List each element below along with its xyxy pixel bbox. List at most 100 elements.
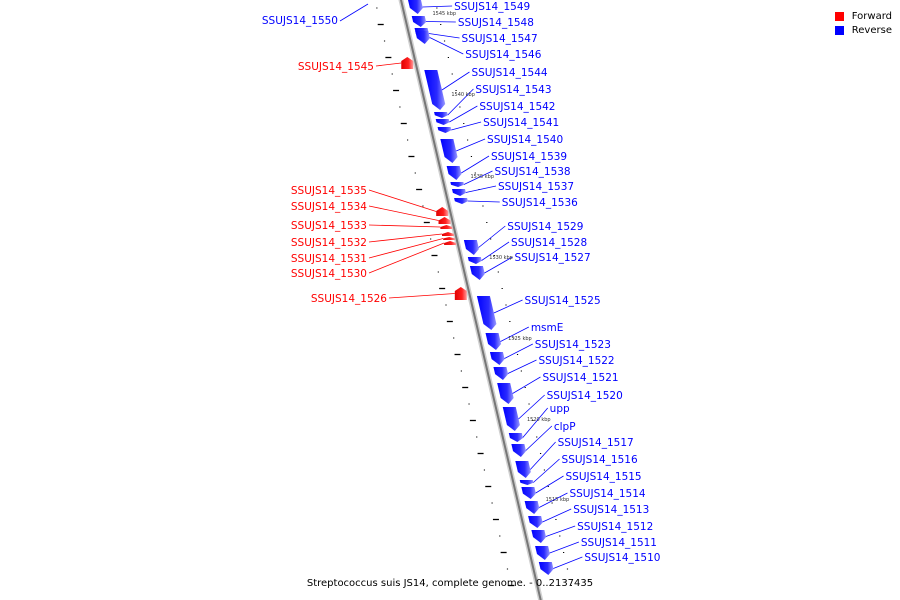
reverse-gene-leader xyxy=(553,556,583,569)
reverse-gene-leader xyxy=(461,155,490,174)
forward-gene-block xyxy=(444,241,457,245)
reverse-gene-block xyxy=(437,127,452,133)
forward-gene-label: SSUJS14_1526 xyxy=(311,293,387,305)
reverse-gene-label: SSUJS14_1520 xyxy=(547,390,623,402)
position-tick-label: 1520 kbp xyxy=(527,417,551,423)
forward-gene-block xyxy=(438,217,451,224)
reverse-gene-label: SSUJS14_1550 xyxy=(262,15,338,27)
reverse-gene-label: SSUJS14_1525 xyxy=(525,295,601,307)
forward-gene-leader xyxy=(368,205,439,221)
reverse-gene-block xyxy=(511,444,527,457)
reverse-gene-block xyxy=(411,16,427,27)
forward-gene-label: SSUJS14_1531 xyxy=(291,253,367,265)
legend-reverse: Reverse xyxy=(834,23,892,37)
reverse-gene-leader xyxy=(465,185,497,193)
reverse-gene-leader xyxy=(493,299,523,314)
forward-gene-block xyxy=(443,237,456,240)
reverse-gene-label: SSUJS14_1512 xyxy=(577,521,653,533)
reverse-gene-label: SSUJS14_1537 xyxy=(498,181,574,193)
reverse-gene-block xyxy=(435,119,450,125)
reverse-gene-block xyxy=(454,198,468,204)
reverse-gene-block xyxy=(463,240,479,255)
reverse-gene-leader xyxy=(422,5,453,8)
forward-gene-label: SSUJS14_1530 xyxy=(291,268,367,280)
reverse-gene-block xyxy=(446,166,462,180)
position-tick-label: 1545 kbp xyxy=(432,11,456,17)
forward-gene-leader xyxy=(375,62,402,67)
reverse-gene-block xyxy=(434,112,448,118)
reverse-gene-block xyxy=(521,487,536,499)
reverse-gene-block xyxy=(450,182,465,187)
forward-gene-leader xyxy=(368,224,441,228)
genome-caption: Streptococcus suis JS14, complete genome… xyxy=(306,578,594,589)
forward-gene-block xyxy=(436,207,449,216)
reverse-gene-leader xyxy=(504,343,533,359)
reverse-gene-leader xyxy=(429,37,464,55)
reverse-gene-block xyxy=(451,189,466,196)
reverse-gene-label: SSUJS14_1529 xyxy=(507,221,583,233)
reverse-gene-leader xyxy=(525,425,553,451)
reverse-gene-leader xyxy=(481,241,510,261)
reverse-gene-label: SSUJS14_1536 xyxy=(502,197,578,209)
reverse-gene-label: SSUJS14_1523 xyxy=(535,339,611,351)
reverse-gene-leader xyxy=(425,21,456,23)
position-tick-label: 1530 kbp xyxy=(489,255,513,261)
position-tick-label: 1540 kbp xyxy=(451,92,475,98)
reverse-gene-label: SSUJS14_1514 xyxy=(569,488,645,500)
reverse-gene-label: SSUJS14_1544 xyxy=(471,67,547,79)
forward-gene-block xyxy=(401,57,414,69)
legend-reverse-label: Reverse xyxy=(851,24,892,36)
reverse-gene-label: SSUJS14_1522 xyxy=(539,355,615,367)
reverse-gene-block xyxy=(515,461,531,478)
reverse-gene-leader xyxy=(530,441,556,470)
reverse-gene-leader xyxy=(533,458,560,483)
reverse-gene-leader xyxy=(549,541,580,554)
reverse-gene-block xyxy=(524,501,540,514)
reverse-gene-leader xyxy=(428,33,460,39)
legend-forward-label: Forward xyxy=(851,10,892,22)
forward-gene-leader xyxy=(368,189,437,212)
reverse-gene-block xyxy=(485,333,502,350)
reverse-gene-block xyxy=(489,352,505,365)
reverse-gene-block xyxy=(502,407,520,431)
reverse-gene-leader xyxy=(463,170,493,185)
reverse-gene-label: SSUJS14_1527 xyxy=(515,252,591,264)
reverse-gene-label: SSUJS14_1510 xyxy=(584,552,660,564)
forward-gene-leader xyxy=(388,293,455,299)
reverse-gene-label: SSUJS14_1539 xyxy=(491,151,567,163)
reverse-gene-leader xyxy=(441,71,470,91)
forward-gene-label: SSUJS14_1534 xyxy=(291,201,367,213)
forward-gene-block xyxy=(442,232,455,236)
backbone-line xyxy=(399,0,542,600)
reverse-gene-leader xyxy=(512,376,541,394)
reverse-gene-label: SSUJS14_1547 xyxy=(462,33,538,45)
reverse-gene-block xyxy=(467,257,482,264)
reverse-gene-leader xyxy=(478,225,506,248)
reverse-gene-label: upp xyxy=(550,403,570,415)
reverse-gene-label: SSUJS14_1548 xyxy=(458,17,534,29)
reverse-gene-label: SSUJS14_1541 xyxy=(483,117,559,129)
reverse-gene-block xyxy=(528,516,543,528)
reverse-gene-label: msmE xyxy=(531,322,564,334)
forward-gene-leader xyxy=(368,238,444,259)
reverse-gene-label: SSUJS14_1516 xyxy=(562,454,638,466)
forward-gene-label: SSUJS14_1535 xyxy=(291,185,367,197)
reverse-gene-leader xyxy=(535,475,564,494)
reverse-gene-block xyxy=(497,383,514,404)
reverse-gene-block xyxy=(519,480,534,485)
reverse-gene-leader xyxy=(542,508,572,523)
position-tick-label: 1515 kbp xyxy=(546,497,570,503)
reverse-gene-block xyxy=(493,367,509,380)
reverse-gene-block xyxy=(408,0,423,14)
reverse-gene-leader xyxy=(545,525,576,537)
reverse-gene-block xyxy=(424,70,446,110)
reverse-gene-block xyxy=(531,530,547,543)
legend: Forward Reverse xyxy=(834,9,892,37)
reverse-gene-label: clpP xyxy=(554,421,576,433)
reverse-gene-label: SSUJS14_1528 xyxy=(511,237,587,249)
reverse-gene-block xyxy=(469,266,485,280)
reverse-gene-leader xyxy=(467,200,500,203)
forward-gene-label: SSUJS14_1532 xyxy=(291,237,367,249)
reverse-gene-block xyxy=(535,546,550,560)
